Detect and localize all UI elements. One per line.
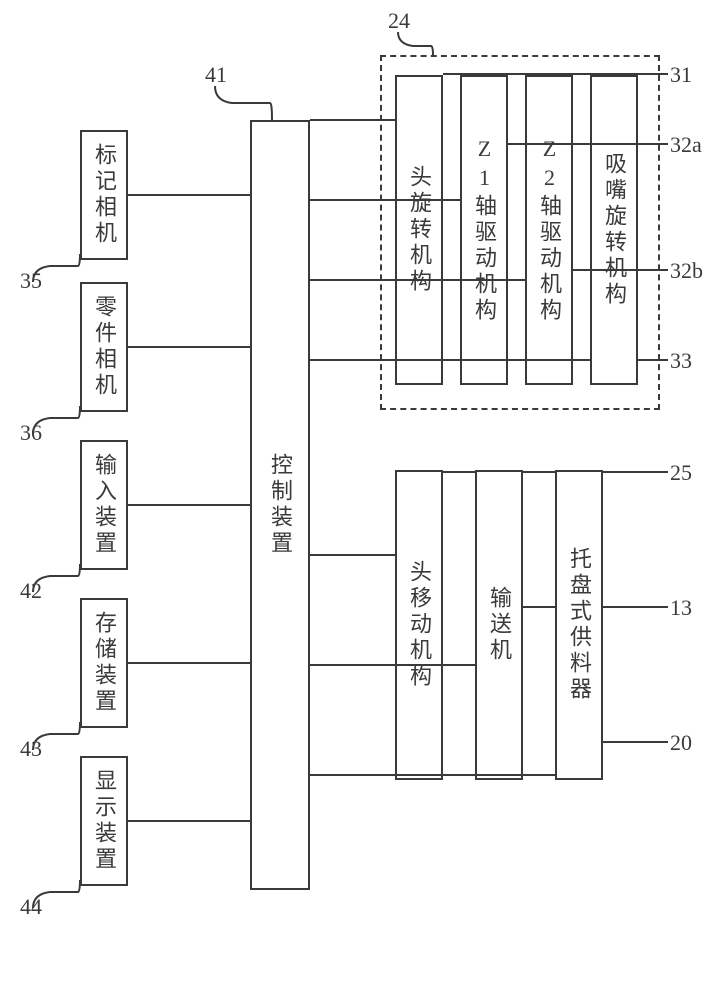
diagram-canvas: 控制装置 41 24 头旋转机构 Z1轴驱动机构 Z2轴驱动机构 吸嘴旋转机构 31 32a 32… bbox=[0, 0, 703, 1000]
conn-head-move bbox=[310, 554, 395, 556]
controller-block: 控制装置 bbox=[250, 120, 310, 890]
block-z2-drive: Z2轴驱动机构 bbox=[525, 75, 573, 385]
ref-41: 41 bbox=[205, 62, 227, 88]
ref-13: 13 bbox=[670, 595, 692, 621]
block-head-rotate-label: 头旋转机构 bbox=[408, 165, 430, 295]
block-z1-drive-label: Z1轴驱动机构 bbox=[473, 136, 495, 324]
block-display-dev: 显示装置 bbox=[80, 756, 128, 886]
ref-25: 25 bbox=[670, 460, 692, 486]
conn-conveyor bbox=[310, 664, 475, 666]
block-mark-camera: 标记相机 bbox=[80, 130, 128, 260]
block-z1-drive: Z1轴驱动机构 bbox=[460, 75, 508, 385]
block-storage-dev-label: 存储装置 bbox=[93, 611, 115, 715]
block-part-camera: 零件相机 bbox=[80, 282, 128, 412]
conn-part-camera bbox=[128, 346, 250, 348]
leadh-33 bbox=[638, 359, 668, 361]
conn-dashed-3 bbox=[310, 359, 590, 361]
ref-32b: 32b bbox=[670, 258, 703, 284]
ref-20: 20 bbox=[670, 730, 692, 756]
ref-31: 31 bbox=[670, 62, 692, 88]
block-head-move: 头移动机构 bbox=[395, 470, 443, 780]
block-tray-feeder-label: 托盘式供料器 bbox=[568, 547, 590, 703]
block-tray-feeder: 托盘式供料器 bbox=[555, 470, 603, 780]
block-input-dev-label: 输入装置 bbox=[93, 453, 115, 557]
controller-block-label: 控制装置 bbox=[269, 453, 291, 557]
block-input-dev: 输入装置 bbox=[80, 440, 128, 570]
lead-41 bbox=[210, 86, 290, 136]
conn-dashed-1 bbox=[310, 199, 460, 201]
conn-input-dev bbox=[128, 504, 250, 506]
leadh-20 bbox=[603, 741, 668, 743]
conn-dashed-0 bbox=[310, 119, 395, 121]
block-mark-camera-label: 标记相机 bbox=[93, 143, 115, 247]
block-head-move-label: 头移动机构 bbox=[408, 560, 430, 690]
ref-32a: 32a bbox=[670, 132, 702, 158]
conn-tray-feeder bbox=[310, 774, 555, 776]
leadh-32b bbox=[573, 269, 668, 271]
leadh-31 bbox=[443, 73, 668, 75]
conn-dashed-2 bbox=[310, 279, 525, 281]
conn-mark-camera bbox=[128, 194, 250, 196]
block-conveyor-label: 输送机 bbox=[488, 586, 510, 664]
block-head-rotate: 头旋转机构 bbox=[395, 75, 443, 385]
conn-storage-dev bbox=[128, 662, 250, 664]
block-z2-drive-label: Z2轴驱动机构 bbox=[538, 136, 560, 324]
ref-33: 33 bbox=[670, 348, 692, 374]
block-part-camera-label: 零件相机 bbox=[93, 295, 115, 399]
block-nozzle-rotate-label: 吸嘴旋转机构 bbox=[603, 152, 625, 308]
block-storage-dev: 存储装置 bbox=[80, 598, 128, 728]
ref-24: 24 bbox=[388, 8, 410, 34]
block-display-dev-label: 显示装置 bbox=[93, 769, 115, 873]
block-nozzle-rotate: 吸嘴旋转机构 bbox=[590, 75, 638, 385]
conn-display-dev bbox=[128, 820, 250, 822]
block-conveyor: 输送机 bbox=[475, 470, 523, 780]
leadh-32a bbox=[508, 143, 668, 145]
lead-44 bbox=[28, 880, 108, 930]
